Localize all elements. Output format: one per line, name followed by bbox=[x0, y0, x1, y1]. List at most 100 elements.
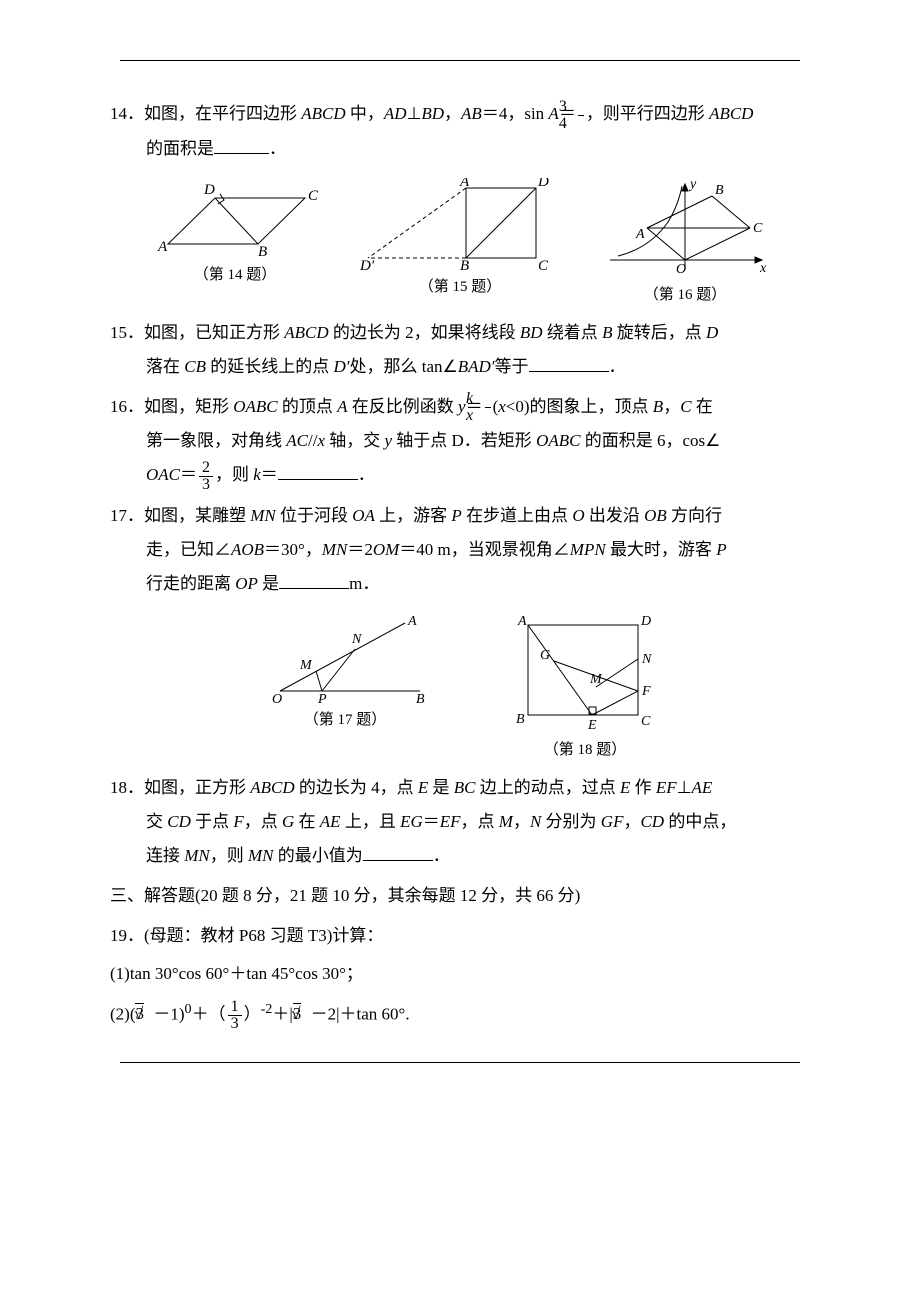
q18-number: 18． bbox=[110, 778, 144, 797]
q18-l: ， bbox=[513, 812, 530, 831]
q17-m: 是 bbox=[258, 574, 279, 593]
q18-bc: BC bbox=[454, 778, 476, 797]
q16-C: C bbox=[680, 397, 691, 416]
q18-abcd: ABCD bbox=[250, 778, 294, 797]
q16-number: 16． bbox=[110, 397, 144, 416]
q18-m: 分别为 bbox=[541, 812, 601, 831]
bottom-rule bbox=[120, 1062, 800, 1063]
figure-17: O P B M N A （第 17 题） bbox=[260, 613, 430, 765]
fig17-label-M: M bbox=[299, 658, 313, 673]
q15-Dp: D′ bbox=[333, 357, 349, 376]
q17-d: 在步道上由点 bbox=[462, 506, 573, 525]
q19-sub2: (2)(3√－1)0＋（13）-2＋|3√－2|＋tan 60°. bbox=[110, 995, 810, 1032]
fig15-label-B: B bbox=[460, 258, 469, 270]
q18-cd2: CD bbox=[640, 812, 664, 831]
q14-text-b: 中， bbox=[346, 104, 384, 123]
fig18-label-B: B bbox=[516, 712, 525, 727]
q18-p: 连接 bbox=[146, 846, 184, 865]
q17-op: OP bbox=[235, 574, 258, 593]
q18-o: 的中点， bbox=[664, 812, 736, 831]
q16-j: 轴于点 D．若矩形 bbox=[392, 431, 536, 450]
fig14-label-C: C bbox=[308, 188, 319, 204]
q15-h: 等于 bbox=[495, 357, 529, 376]
question-18: 18．如图，正方形 ABCD 的边长为 4，点 E 是 BC 边上的动点，过点 … bbox=[110, 771, 810, 805]
q14-perp: ⊥ bbox=[407, 104, 422, 123]
q18-ae2: AE bbox=[320, 812, 341, 831]
q14-ad: AD bbox=[384, 104, 407, 123]
q15-c: 绕着点 bbox=[543, 323, 603, 342]
fig16-label-x: x bbox=[759, 261, 767, 276]
q16-f: ， bbox=[663, 397, 680, 416]
figure-17-svg: O P B M N A bbox=[260, 613, 430, 703]
q15-line2: 落在 CB 的延长线上的点 D′处，那么 tan∠BAD′等于． bbox=[110, 350, 810, 384]
q18-ef: EF bbox=[656, 778, 677, 797]
q16-line2: 第一象限，对角线 AC//x 轴，交 y 轴于点 D．若矩形 OABC 的面积是… bbox=[110, 424, 810, 458]
q19-supm2: -2 bbox=[261, 1001, 273, 1017]
q15-f: 的延长线上的点 bbox=[206, 357, 334, 376]
q15-B: B bbox=[602, 323, 612, 342]
q16-a: 如图，矩形 bbox=[144, 397, 233, 416]
figure-row-1: A B C D （第 14 题） bbox=[110, 178, 810, 310]
q18-F: F bbox=[233, 812, 243, 831]
q16-k: 的面积是 6，cos∠ bbox=[580, 431, 720, 450]
q14-frac-den: 4 bbox=[578, 115, 584, 132]
q18-cd: CD bbox=[167, 812, 191, 831]
section-3-header: 三、解答题(20 题 8 分，21 题 10 分，其余每题 12 分，共 66 … bbox=[110, 879, 810, 913]
fig18-label-E: E bbox=[587, 718, 597, 733]
q18-gf: GF bbox=[601, 812, 624, 831]
q16-line3: OAC＝23，则 k＝． bbox=[110, 458, 810, 493]
q15-blank bbox=[529, 354, 609, 372]
fig14-label-D: D bbox=[203, 182, 215, 198]
fig18-label-C: C bbox=[641, 714, 651, 729]
fig17-label-O: O bbox=[272, 692, 282, 703]
q15-e: 落在 bbox=[146, 357, 184, 376]
q14-blank bbox=[214, 136, 269, 154]
q16-blank bbox=[278, 462, 358, 480]
q16-g: 在 bbox=[692, 397, 713, 416]
figure-row-2: O P B M N A （第 17 题） bbox=[110, 613, 810, 765]
q15-i: ． bbox=[609, 357, 626, 376]
fig18-label-F: F bbox=[641, 684, 651, 699]
q18-f: 交 bbox=[146, 812, 167, 831]
q15-D: D bbox=[706, 323, 718, 342]
q17-om: OM bbox=[373, 540, 399, 559]
q16-i: 轴，交 bbox=[325, 431, 385, 450]
q18-E2: E bbox=[620, 778, 630, 797]
q14-abcd: ABCD bbox=[301, 104, 345, 123]
q19-a: (母题：教材 P68 习题 T3)计算： bbox=[144, 926, 383, 945]
q18-h: ，点 bbox=[244, 812, 282, 831]
fig17-label-A: A bbox=[407, 614, 417, 629]
q17-line2: 走，已知∠AOB＝30°，MN＝2OM＝40 m，当观景视角∠MPN 最大时，游… bbox=[110, 533, 810, 567]
q17-mpn: MPN bbox=[570, 540, 606, 559]
q17-a: 如图，某雕塑 bbox=[144, 506, 250, 525]
question-16: 16．如图，矩形 OABC 的顶点 A 在反比例函数 y＝kx(x<0)的图象上… bbox=[110, 390, 810, 425]
q18-e: 作 bbox=[630, 778, 656, 797]
q14-text-e: 的面积是 bbox=[146, 139, 214, 158]
q19-2d: ） bbox=[244, 1004, 261, 1023]
fig18-label-A: A bbox=[517, 614, 527, 629]
q18-q: ，则 bbox=[210, 846, 248, 865]
figure-18-caption: （第 18 题） bbox=[510, 735, 660, 765]
q16-frac2-num: 2 bbox=[199, 460, 213, 476]
q19-sub1: (1)tan 30°cos 60°＋tan 45°cos 30°； bbox=[110, 957, 810, 991]
q17-h: ＝30°， bbox=[264, 540, 322, 559]
q16-oac2: OAC bbox=[146, 465, 180, 484]
q16-yax: y bbox=[384, 431, 392, 450]
q18-i: 在 bbox=[294, 812, 320, 831]
fig17-label-B: B bbox=[416, 692, 425, 703]
q18-line2: 交 CD 于点 F，点 G 在 AE 上，且 EG＝EF，点 M，N 分别为 G… bbox=[110, 805, 810, 839]
figure-16-svg: O x y A B C bbox=[600, 178, 770, 278]
q19-sup0: 0 bbox=[185, 1001, 192, 1017]
q15-d: 旋转后，点 bbox=[612, 323, 706, 342]
q14-number: 14． bbox=[110, 104, 144, 123]
q16-n: ． bbox=[358, 465, 375, 484]
q19-2f: －2|＋tan 60°. bbox=[311, 1004, 410, 1023]
q18-N: N bbox=[530, 812, 541, 831]
q18-eg: EG bbox=[400, 812, 423, 831]
fig18-label-D: D bbox=[640, 614, 651, 629]
q18-a: 如图，正方形 bbox=[144, 778, 250, 797]
q18-n: ， bbox=[623, 812, 640, 831]
figure-15: A D B C D′ （第 15 题） bbox=[360, 178, 560, 310]
q14-text-c: ， bbox=[444, 104, 461, 123]
q17-P2: P bbox=[716, 540, 726, 559]
